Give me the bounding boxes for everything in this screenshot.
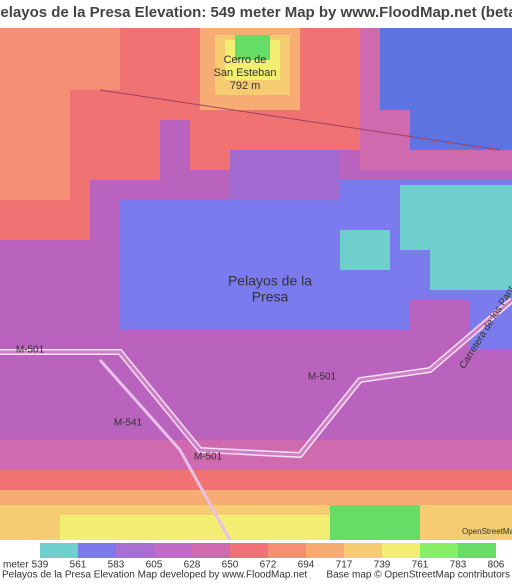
- legend-label: 561: [70, 560, 87, 571]
- legend-label: 761: [412, 560, 429, 571]
- legend-label: 672: [260, 560, 277, 571]
- legend-swatch: [344, 543, 382, 558]
- road-label: M-541: [114, 418, 143, 429]
- legend-label: 806: [488, 560, 505, 571]
- road-label: M-501: [16, 345, 45, 356]
- footer-right: Base map © OpenStreetMap contributors: [326, 570, 510, 581]
- peak-name: Cerro de: [224, 54, 267, 66]
- legend-swatch: [420, 543, 458, 558]
- road-label: M-501: [308, 372, 337, 383]
- legend-swatch: [230, 543, 268, 558]
- legend-swatch: [306, 543, 344, 558]
- legend-label: 628: [184, 560, 201, 571]
- legend-label: 783: [450, 560, 467, 571]
- legend-swatch: [382, 543, 420, 558]
- legend-label: 650: [222, 560, 239, 571]
- title: Pelayos de la Presa Elevation: 549 meter…: [0, 4, 512, 21]
- legend-swatch: [458, 543, 496, 558]
- legend-swatch: [116, 543, 154, 558]
- peak-height: 792 m: [230, 80, 261, 92]
- legend-unit: meter: [3, 560, 29, 571]
- legend-label: 583: [108, 560, 125, 571]
- legend-swatch: [40, 543, 78, 558]
- peak-name: San Esteban: [214, 67, 277, 79]
- footer-left: Pelayos de la Presa Elevation Map develo…: [2, 570, 307, 581]
- legend-label: 739: [374, 560, 391, 571]
- legend-swatch: [78, 543, 116, 558]
- town-label: Pelayos de la: [228, 273, 312, 289]
- legend-label: 717: [336, 560, 353, 571]
- town-label: Presa: [252, 289, 289, 305]
- osm-logo: OpenStreetMap: [462, 527, 512, 536]
- legend-label: 605: [146, 560, 163, 571]
- legend-swatch: [192, 543, 230, 558]
- legend-swatch: [154, 543, 192, 558]
- legend-swatch: [268, 543, 306, 558]
- map: [0, 28, 512, 541]
- road-label: M-501: [194, 452, 223, 463]
- legend-label: 694: [298, 560, 315, 571]
- legend: meter 539 561 583 605 628 650 672 694 717 739 761 78…: [3, 543, 505, 571]
- legend-label: 539: [32, 560, 49, 571]
